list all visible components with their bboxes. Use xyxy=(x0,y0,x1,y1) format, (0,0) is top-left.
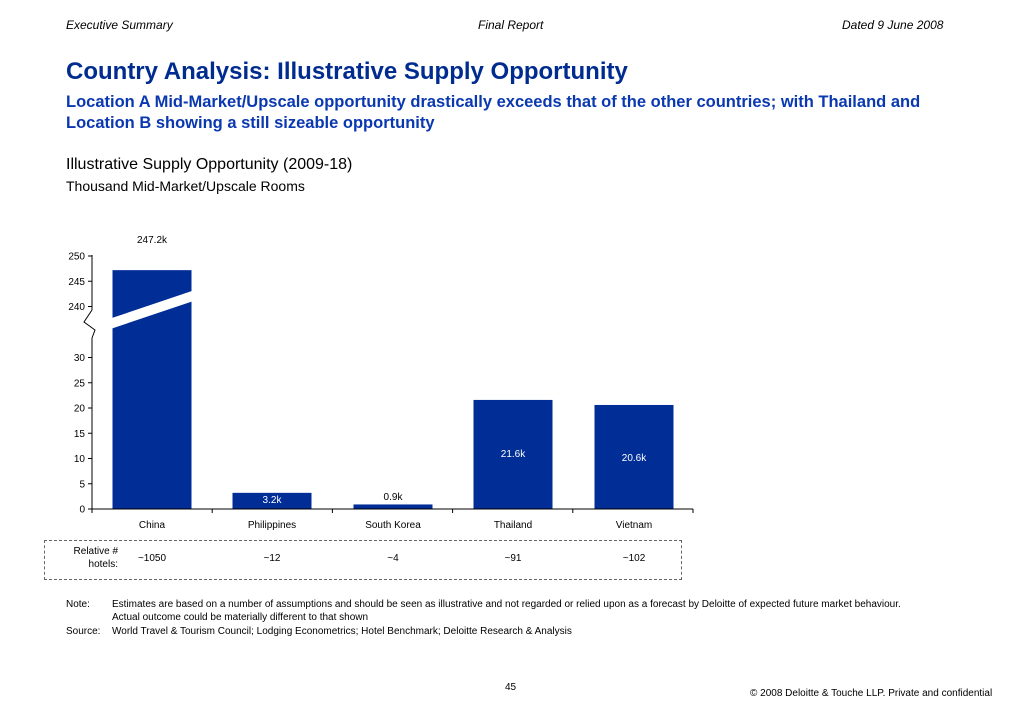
relative-hotels-value: ~91 xyxy=(504,553,522,564)
data-label: 247.2k xyxy=(137,235,168,246)
y-tick-label: 0 xyxy=(79,505,85,516)
page-title: Country Analysis: Illustrative Supply Op… xyxy=(66,58,628,85)
x-tick-label: China xyxy=(139,520,166,531)
header-date: Dated 9 June 2008 xyxy=(842,18,944,32)
source-label: Source: xyxy=(66,626,101,637)
y-tick-label: 20 xyxy=(74,404,86,415)
page-number: 45 xyxy=(505,682,517,693)
relative-hotels-value: ~4 xyxy=(387,553,399,564)
bar-south-korea xyxy=(353,504,433,509)
relative-hotels-box xyxy=(44,540,682,580)
axis-break-edge xyxy=(110,290,194,320)
bar-vietnam xyxy=(594,404,674,509)
data-label: 0.9k xyxy=(384,492,404,503)
x-tick-label: Vietnam xyxy=(616,520,653,531)
y-tick-label: 250 xyxy=(68,252,85,263)
relative-hotels-value: ~102 xyxy=(622,553,646,564)
relative-hotels-label: Relative # hotels: xyxy=(73,546,118,570)
y-tick-label: 5 xyxy=(79,479,85,490)
data-label: 21.6k xyxy=(501,449,526,460)
y-tick-label: 15 xyxy=(74,429,86,440)
data-label: 20.6k xyxy=(622,453,647,464)
note-label: Note: xyxy=(66,599,90,610)
y-tick-label: 10 xyxy=(74,454,86,465)
x-tick-label: Thailand xyxy=(494,520,532,531)
header-section-label: Executive Summary xyxy=(66,18,173,32)
bar-philippines xyxy=(232,492,312,509)
y-tick-label: 245 xyxy=(68,277,85,288)
relative-hotels-value: ~1050 xyxy=(137,553,167,564)
bar-chart: 0 5 10 15 20 25 30 240 245 250 China Philippines Sou… xyxy=(68,235,694,531)
y-tick-label: 240 xyxy=(68,302,85,313)
x-tick-label: South Korea xyxy=(365,520,421,531)
x-tick-label: Philippines xyxy=(248,520,296,531)
copyright-notice: © 2008 Deloitte & Touche LLP. Private an… xyxy=(750,688,993,699)
header-report-label: Final Report xyxy=(478,18,544,32)
note-text-continued: Actual outcome could be materially diffe… xyxy=(112,612,369,623)
data-label: 3.2k xyxy=(263,495,283,506)
axis-break-band xyxy=(110,291,194,329)
chart-heading: Illustrative Supply Opportunity (2009-18… xyxy=(66,156,353,173)
y-tick-label: 30 xyxy=(74,353,86,364)
y-tick-label: 25 xyxy=(74,378,86,389)
source-text: World Travel & Tourism Council; Lodging … xyxy=(112,626,572,637)
relative-hotels-value: ~12 xyxy=(263,553,281,564)
bar-thailand xyxy=(473,399,553,509)
y-axis-break-icon xyxy=(83,309,96,339)
note-text: Estimates are based on a number of assum… xyxy=(112,599,901,610)
page-subtitle: Location A Mid-Market/Upscale opportunit… xyxy=(66,93,921,132)
chart-unit-label: Thousand Mid-Market/Upscale Rooms xyxy=(66,178,305,194)
